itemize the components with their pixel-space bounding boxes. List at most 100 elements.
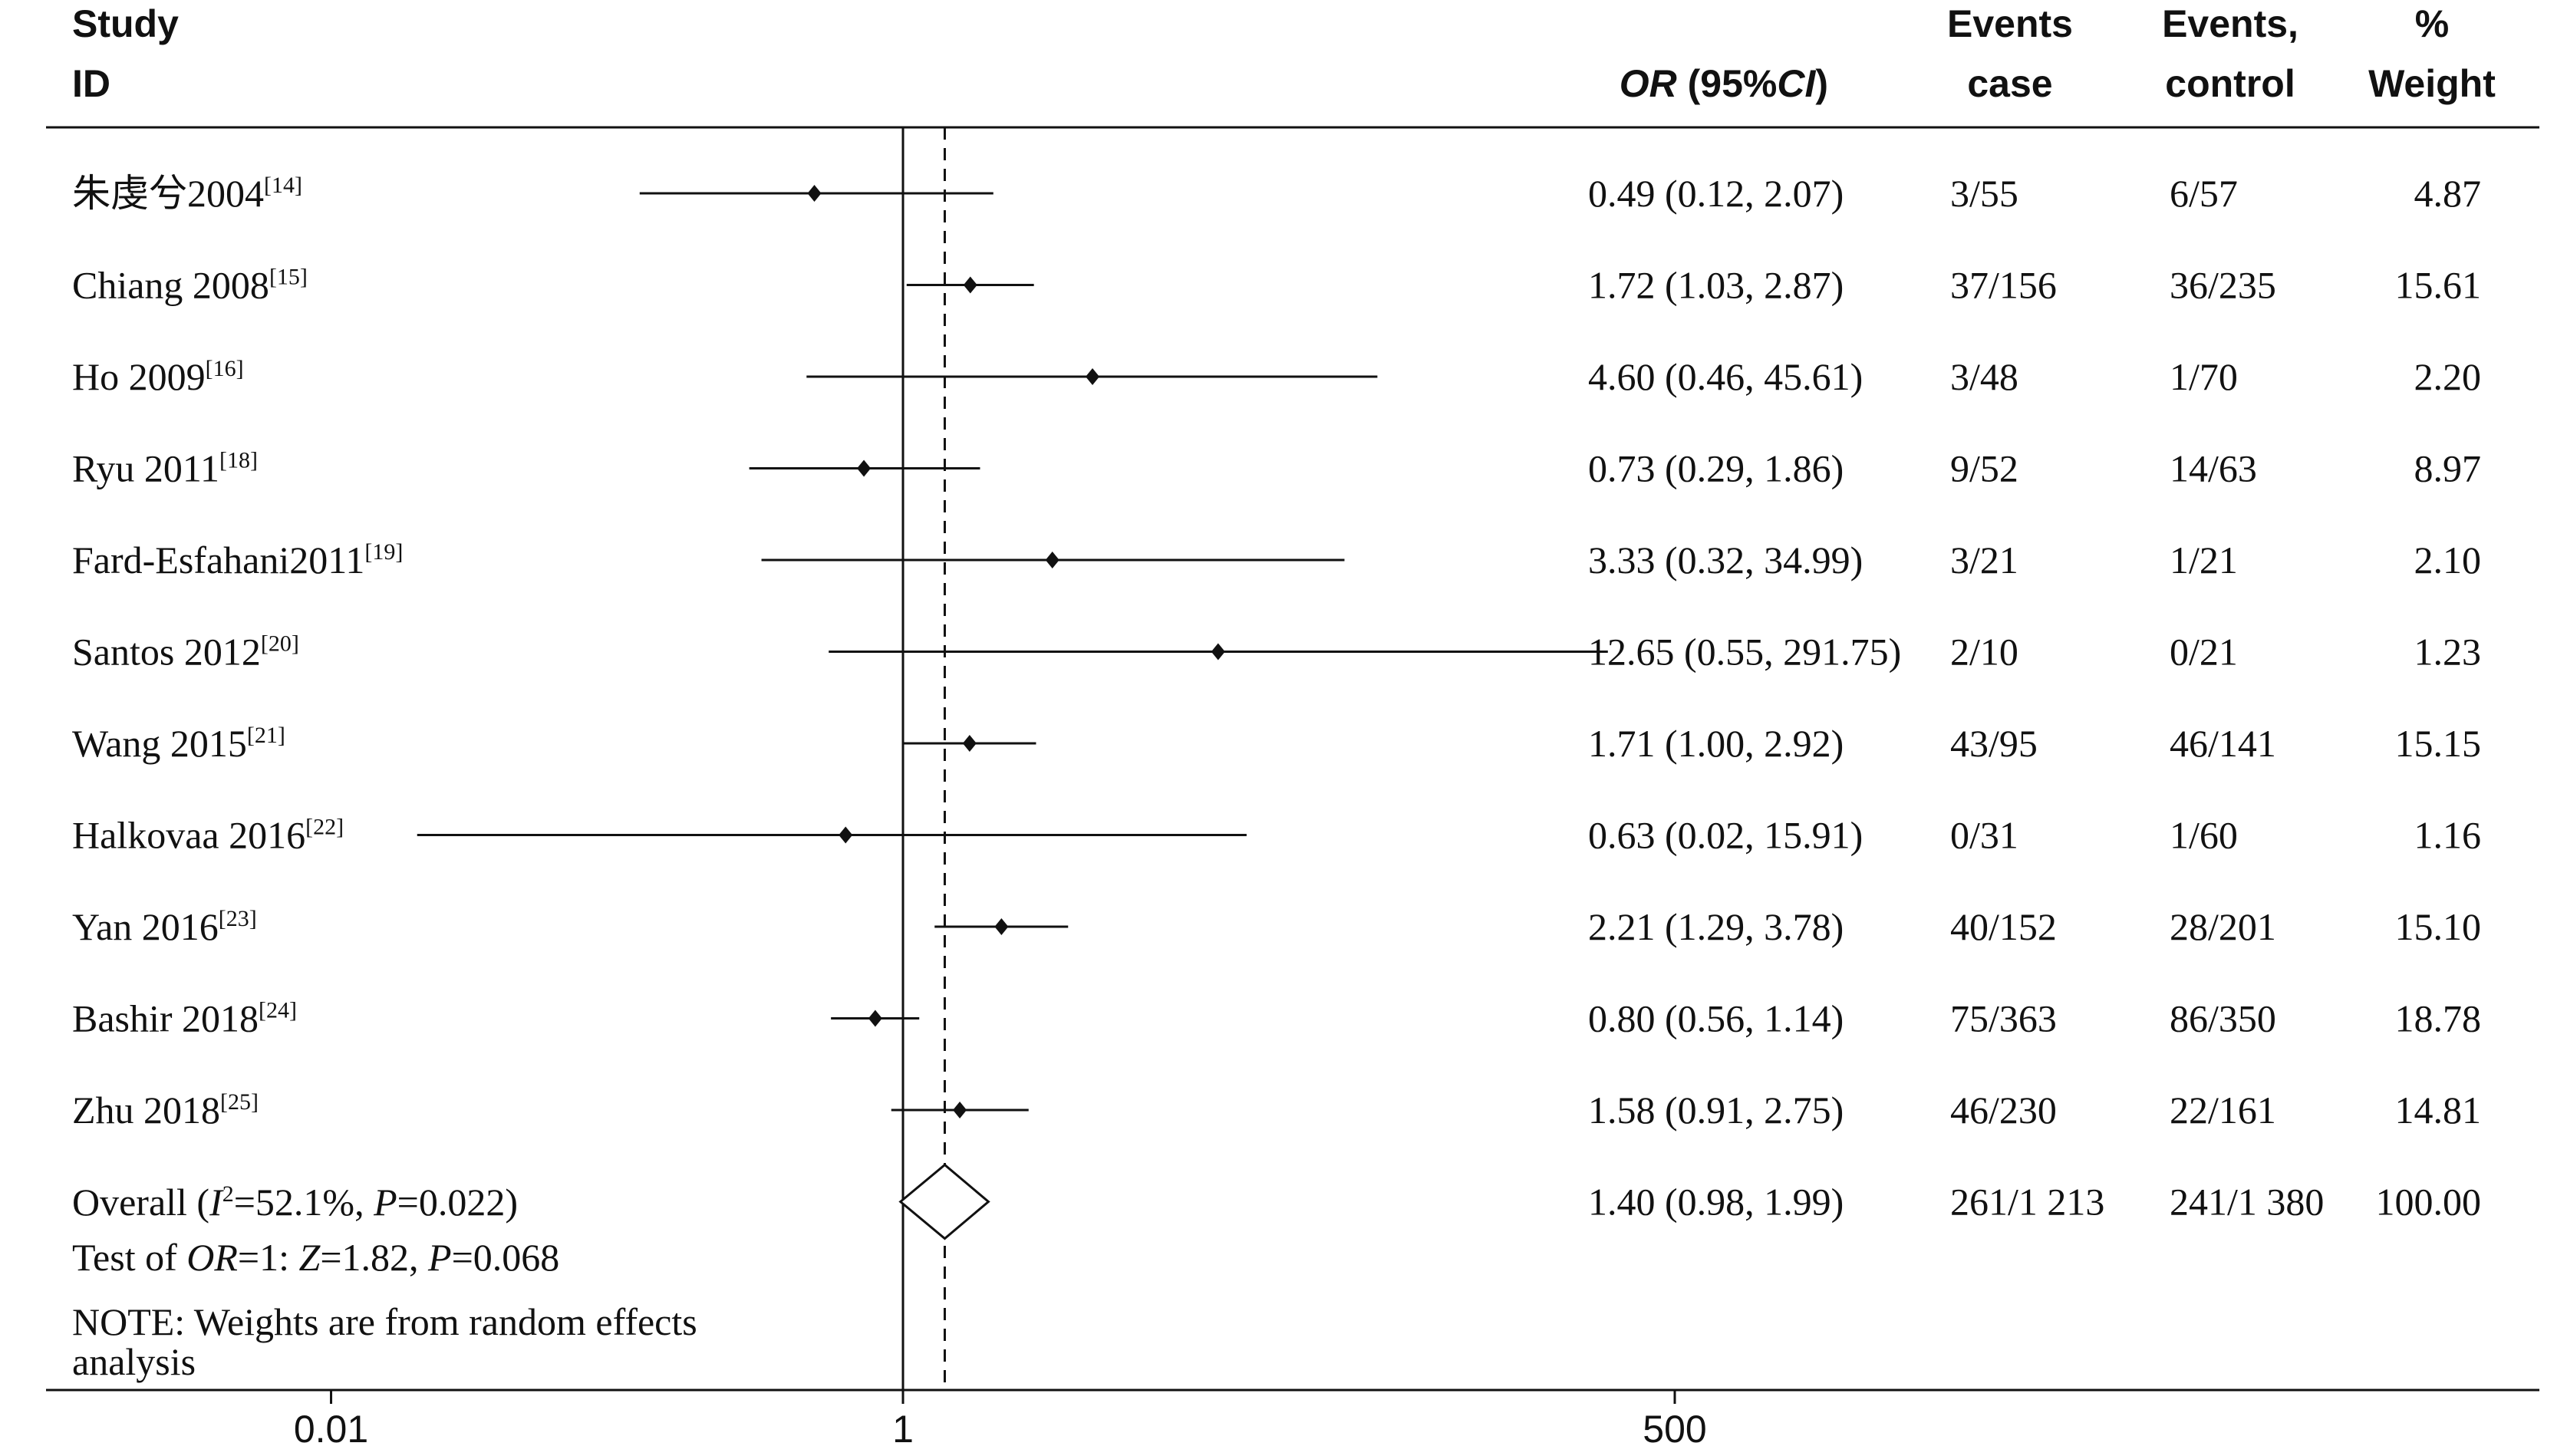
weight-value: 15.61 xyxy=(2395,264,2482,307)
weight-value: 8.97 xyxy=(2414,447,2482,490)
study-row: 朱虔兮2004[14] 0.49 (0.12, 2.07) 3/55 6/57 4.87 xyxy=(72,172,2481,215)
study-row: Chiang 2008[15] 1.72 (1.03, 2.87) 37/156 36… xyxy=(72,264,2481,307)
point-estimate xyxy=(868,1010,882,1027)
or-ci-value: 4.60 (0.46, 45.61) xyxy=(1588,355,1863,398)
x-tick-label: 0.01 xyxy=(294,1408,368,1451)
events-case-value: 3/48 xyxy=(1950,355,2018,398)
study-label: Santos 2012[20] xyxy=(72,631,299,674)
overall-test: Test of OR=1: Z=1.82, P=0.068 xyxy=(72,1236,559,1279)
study-label: Chiang 2008[15] xyxy=(72,264,308,307)
weight-value: 2.10 xyxy=(2414,539,2482,581)
overall-label: Overall (I2=52.1%, P=0.022) xyxy=(72,1181,518,1224)
events-case-value: 3/55 xyxy=(1950,172,2018,215)
point-estimate xyxy=(963,276,977,294)
events-control-value: 1/60 xyxy=(2170,814,2238,857)
overall-events-control-value: 241/1 380 xyxy=(2170,1181,2324,1224)
weight-value: 4.87 xyxy=(2414,172,2482,215)
point-estimate xyxy=(1086,368,1100,385)
events-control-value: 28/201 xyxy=(2170,905,2276,948)
study-row: Zhu 2018[25] 1.58 (0.91, 2.75) 46/230 22/16… xyxy=(72,1089,2481,1132)
note-line-2: analysis xyxy=(72,1340,196,1383)
note-line-1: NOTE: Weights are from random effects xyxy=(72,1300,697,1343)
events-case-value: 46/230 xyxy=(1950,1089,2057,1132)
overall-row: 1.40 (0.98, 1.99) 261/1 213 241/1 380 100.0… xyxy=(898,1163,2482,1240)
study-label: Ryu 2011[18] xyxy=(72,447,258,490)
overall-weight-value: 100.00 xyxy=(2376,1181,2482,1224)
or-ci-value: 0.80 (0.56, 1.14) xyxy=(1588,997,1844,1040)
study-label: Zhu 2018[25] xyxy=(72,1089,259,1132)
header-or-ci: OR (95%CI) xyxy=(1620,62,1828,105)
events-case-value: 9/52 xyxy=(1950,447,2018,490)
study-label: Bashir 2018[24] xyxy=(72,997,297,1040)
events-control-value: 46/141 xyxy=(2170,722,2276,765)
or-ci-value: 0.49 (0.12, 2.07) xyxy=(1588,172,1844,215)
study-row: Ryu 2011[18] 0.73 (0.29, 1.86) 9/52 14/63 8.… xyxy=(72,447,2481,490)
or-ci-value: 1.71 (1.00, 2.92) xyxy=(1588,722,1844,765)
study-label: Halkovaa 2016[22] xyxy=(72,814,344,857)
study-row: Yan 2016[23] 2.21 (1.29, 3.78) 40/152 28/20… xyxy=(72,905,2481,948)
header-weight-1: % xyxy=(2415,2,2449,45)
or-ci-value: 1.58 (0.91, 2.75) xyxy=(1588,1089,1844,1132)
or-ci-value: 0.73 (0.29, 1.86) xyxy=(1588,447,1844,490)
point-estimate xyxy=(953,1102,967,1118)
header-events-control-2: control xyxy=(2165,62,2295,105)
point-estimate xyxy=(807,185,822,202)
or-ci-value: 12.65 (0.55, 291.75) xyxy=(1588,631,1901,674)
study-row: Fard-Esfahani2011[19] 3.33 (0.32, 34.99) 3… xyxy=(72,539,2481,581)
events-case-value: 40/152 xyxy=(1950,905,2057,948)
weight-value: 1.16 xyxy=(2414,814,2482,857)
weight-value: 2.20 xyxy=(2414,355,2482,398)
events-control-value: 14/63 xyxy=(2170,447,2257,490)
events-control-value: 36/235 xyxy=(2170,264,2276,307)
weight-value: 1.23 xyxy=(2414,631,2482,674)
point-estimate xyxy=(839,826,853,844)
header-weight-2: Weight xyxy=(2368,62,2496,105)
point-estimate xyxy=(962,735,977,752)
study-label: 朱虔兮2004[14] xyxy=(72,172,302,215)
point-estimate xyxy=(857,460,872,477)
x-tick-label: 1 xyxy=(892,1408,914,1451)
header-id: ID xyxy=(72,62,110,105)
point-estimate xyxy=(1211,643,1225,660)
or-ci-value: 0.63 (0.02, 15.91) xyxy=(1588,814,1863,857)
events-case-value: 2/10 xyxy=(1950,631,2018,674)
study-row: Halkovaa 2016[22] 0.63 (0.02, 15.91) 0/31 1… xyxy=(72,814,2481,857)
study-label: Ho 2009[16] xyxy=(72,355,244,398)
events-control-value: 1/70 xyxy=(2170,355,2238,398)
study-label: Fard-Esfahani2011[19] xyxy=(72,539,403,581)
study-label: Yan 2016[23] xyxy=(72,905,257,948)
events-control-value: 1/21 xyxy=(2170,539,2238,581)
point-estimate xyxy=(994,918,1009,935)
overall-or-ci-value: 1.40 (0.98, 1.99) xyxy=(1588,1181,1844,1224)
events-control-value: 22/161 xyxy=(2170,1089,2276,1132)
study-row: Bashir 2018[24] 0.80 (0.56, 1.14) 75/363 86… xyxy=(72,997,2481,1040)
overall-diamond xyxy=(898,1163,990,1240)
study-row: Ho 2009[16] 4.60 (0.46, 45.61) 3/48 1/70 2.2… xyxy=(72,355,2481,398)
events-case-value: 43/95 xyxy=(1950,722,2038,765)
study-label: Wang 2015[21] xyxy=(72,722,285,765)
events-control-value: 86/350 xyxy=(2170,997,2276,1040)
header-events-case-1: Events xyxy=(1947,2,2073,45)
events-control-value: 6/57 xyxy=(2170,172,2238,215)
or-ci-value: 2.21 (1.29, 3.78) xyxy=(1588,905,1844,948)
events-control-value: 0/21 xyxy=(2170,631,2238,674)
weight-value: 14.81 xyxy=(2395,1089,2482,1132)
header-events-case-2: case xyxy=(1967,62,2052,105)
overall-events-case-value: 261/1 213 xyxy=(1950,1181,2104,1224)
or-ci-value: 3.33 (0.32, 34.99) xyxy=(1588,539,1863,581)
or-ci-value: 1.72 (1.03, 2.87) xyxy=(1588,264,1844,307)
events-case-value: 0/31 xyxy=(1950,814,2018,857)
events-case-value: 37/156 xyxy=(1950,264,2057,307)
weight-value: 15.15 xyxy=(2395,722,2482,765)
x-tick-label: 500 xyxy=(1643,1408,1706,1451)
header-events-control-1: Events, xyxy=(2162,2,2298,45)
events-case-value: 3/21 xyxy=(1950,539,2018,581)
header-study: Study xyxy=(72,2,179,45)
weight-value: 18.78 xyxy=(2395,997,2482,1040)
weight-value: 15.10 xyxy=(2395,905,2482,948)
point-estimate xyxy=(1045,552,1059,568)
events-case-value: 75/363 xyxy=(1950,997,2057,1040)
study-row: Wang 2015[21] 1.71 (1.00, 2.92) 43/95 46/14… xyxy=(72,722,2481,765)
study-row: Santos 2012[20] 12.65 (0.55, 291.75) 2/10 0… xyxy=(72,631,2481,674)
